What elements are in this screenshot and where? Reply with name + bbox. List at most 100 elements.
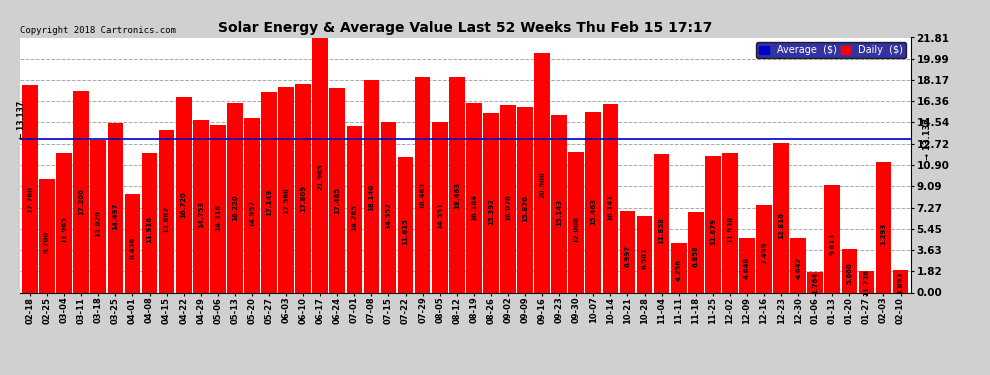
Bar <box>500 105 516 292</box>
Text: 5.660: 5.660 <box>846 262 852 284</box>
Text: 11.858: 11.858 <box>658 217 664 244</box>
Bar <box>620 211 636 292</box>
Bar <box>73 92 89 292</box>
Text: 17.809: 17.809 <box>300 185 306 212</box>
Bar <box>603 104 618 292</box>
Text: 8.436: 8.436 <box>130 237 136 259</box>
Bar <box>653 154 669 292</box>
Bar <box>740 238 754 292</box>
Bar <box>893 270 909 292</box>
Bar <box>637 216 652 292</box>
Text: 14.316: 14.316 <box>215 204 221 231</box>
Text: 11.938: 11.938 <box>727 216 733 243</box>
Text: 11.916: 11.916 <box>147 216 152 243</box>
Text: 18.463: 18.463 <box>420 182 426 209</box>
Bar <box>22 85 38 292</box>
Bar <box>210 125 226 292</box>
Bar <box>125 194 141 292</box>
Text: 16.076: 16.076 <box>505 195 511 221</box>
Text: 15.463: 15.463 <box>590 198 596 225</box>
Bar <box>90 140 106 292</box>
Bar <box>295 84 311 292</box>
Text: 12.816: 12.816 <box>778 211 784 238</box>
Text: 18.463: 18.463 <box>453 182 459 209</box>
Bar <box>415 76 431 292</box>
Bar <box>245 118 259 292</box>
Text: 9.613: 9.613 <box>830 233 836 255</box>
Text: 11.965: 11.965 <box>61 216 67 243</box>
Bar <box>448 76 464 292</box>
Text: 21.965: 21.965 <box>317 164 323 190</box>
Text: 6.997: 6.997 <box>625 244 631 267</box>
Bar <box>40 179 55 292</box>
Legend: Average  ($), Daily  ($): Average ($), Daily ($) <box>756 42 906 58</box>
Bar <box>808 272 823 292</box>
Text: 18.140: 18.140 <box>368 183 374 211</box>
Text: 6.581: 6.581 <box>642 247 647 269</box>
Text: 11.615: 11.615 <box>403 218 409 245</box>
Text: 9.700: 9.700 <box>45 230 50 253</box>
Bar <box>875 162 891 292</box>
Text: 11.679: 11.679 <box>710 217 716 244</box>
Text: 14.552: 14.552 <box>385 202 391 229</box>
Bar <box>313 36 328 292</box>
Bar <box>176 97 191 292</box>
Text: → 13.137: → 13.137 <box>923 118 932 160</box>
Bar <box>278 87 294 292</box>
Text: 17.465: 17.465 <box>335 187 341 214</box>
Text: 15.143: 15.143 <box>556 199 562 226</box>
Bar <box>398 157 414 292</box>
Text: 7.499: 7.499 <box>761 242 767 264</box>
Bar <box>517 107 533 292</box>
Bar <box>142 153 157 292</box>
Bar <box>380 122 396 292</box>
Text: 16.141: 16.141 <box>608 194 614 221</box>
Text: 13.882: 13.882 <box>163 206 169 233</box>
Bar <box>363 80 379 292</box>
Text: ← 13.137: ← 13.137 <box>17 100 26 139</box>
Text: 1.293: 1.293 <box>880 223 886 245</box>
Bar <box>671 243 686 292</box>
Text: 15.392: 15.392 <box>488 198 494 225</box>
Text: 17.760: 17.760 <box>27 186 33 213</box>
Text: 17.568: 17.568 <box>283 187 289 213</box>
Text: 14.551: 14.551 <box>437 202 443 229</box>
Bar <box>688 212 704 292</box>
Bar <box>568 152 584 292</box>
Bar <box>432 122 447 292</box>
Bar <box>108 123 123 292</box>
Bar <box>551 116 567 292</box>
Bar <box>858 270 874 292</box>
Bar <box>825 185 841 292</box>
Bar <box>722 153 738 292</box>
Text: 14.753: 14.753 <box>198 201 204 228</box>
Bar <box>483 112 499 292</box>
Bar <box>330 88 346 292</box>
Bar <box>756 205 772 292</box>
Title: Solar Energy & Average Value Last 52 Weeks Thu Feb 15 17:17: Solar Energy & Average Value Last 52 Wee… <box>218 21 713 35</box>
Text: 1.893: 1.893 <box>898 272 904 294</box>
Text: Copyright 2018 Cartronics.com: Copyright 2018 Cartronics.com <box>20 26 175 35</box>
Text: 1.764: 1.764 <box>812 272 818 294</box>
Text: 4.648: 4.648 <box>743 257 750 279</box>
Text: 17.149: 17.149 <box>266 189 272 216</box>
Text: 16.220: 16.220 <box>232 194 238 220</box>
Text: 14.497: 14.497 <box>113 202 119 230</box>
Bar <box>535 53 550 292</box>
Bar <box>842 249 857 292</box>
Bar <box>158 130 174 292</box>
Text: 4.642: 4.642 <box>795 257 801 279</box>
Text: 13.029: 13.029 <box>95 210 101 237</box>
Text: 17.206: 17.206 <box>78 189 84 215</box>
Bar <box>466 103 482 292</box>
Bar <box>790 238 806 292</box>
Text: 6.858: 6.858 <box>693 245 699 267</box>
Text: 16.184: 16.184 <box>471 194 477 221</box>
Text: 4.256: 4.256 <box>675 259 682 281</box>
Text: 14.957: 14.957 <box>248 200 255 227</box>
Bar <box>773 142 789 292</box>
Bar <box>585 112 601 292</box>
Bar <box>56 153 72 292</box>
Bar <box>227 103 243 292</box>
Bar <box>261 92 277 292</box>
